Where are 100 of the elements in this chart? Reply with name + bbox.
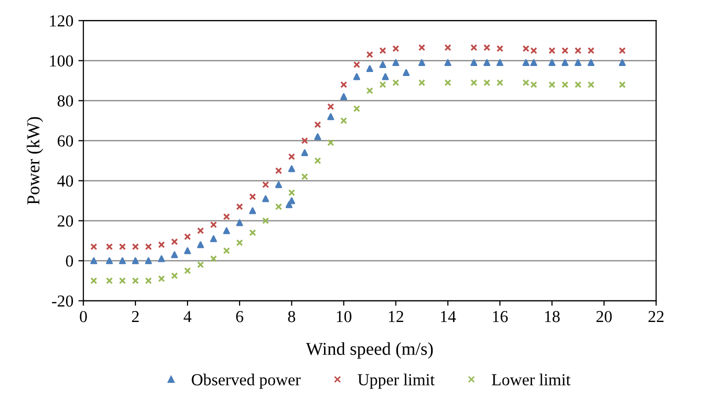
point (483, 44, 490, 52)
point (327, 103, 334, 110)
point (562, 59, 568, 66)
point (548, 47, 556, 54)
point (562, 81, 568, 88)
point (249, 229, 256, 236)
x-tick-label: 20 (596, 310, 612, 322)
point (249, 193, 256, 200)
point (314, 157, 322, 164)
point (132, 243, 139, 250)
point (470, 44, 478, 52)
point (548, 59, 556, 66)
y-tick-label: 20 (58, 215, 74, 227)
y-tick-label: 0 (66, 255, 74, 267)
point (470, 79, 478, 86)
point (262, 217, 270, 224)
y-axis-title: Power (kW) (26, 117, 44, 205)
point (444, 59, 452, 66)
point (210, 255, 217, 262)
point (197, 261, 204, 268)
point (588, 47, 594, 54)
point (249, 207, 256, 214)
point (496, 45, 504, 52)
point (496, 59, 504, 66)
point (223, 227, 230, 234)
legend-label: Observed power (192, 374, 301, 389)
point (418, 79, 426, 86)
point (483, 79, 490, 86)
point (106, 243, 113, 250)
legend-label: Lower limit (492, 374, 570, 386)
point (184, 247, 191, 254)
point (574, 81, 582, 88)
point (223, 247, 230, 254)
point (223, 213, 230, 220)
point (562, 47, 568, 54)
point (588, 81, 594, 88)
point (197, 241, 204, 248)
point (275, 167, 282, 174)
point (618, 47, 626, 54)
point (301, 173, 308, 180)
point (470, 59, 478, 66)
point (106, 257, 113, 264)
point (288, 189, 296, 196)
point (171, 272, 178, 280)
x-tick-label: 2 (132, 311, 139, 322)
x-tick-label: 6 (236, 311, 244, 322)
point (90, 243, 98, 250)
point (288, 153, 296, 160)
point (340, 117, 348, 124)
point (236, 219, 244, 226)
point (483, 59, 490, 66)
point (392, 45, 400, 52)
y-tick-label: 100 (50, 55, 74, 67)
point (314, 121, 322, 128)
point (574, 47, 582, 54)
point (314, 133, 322, 140)
point (379, 81, 386, 88)
point (145, 277, 152, 284)
y-tick-label: 60 (58, 135, 74, 147)
legend-label: Upper limit (358, 374, 435, 389)
point (210, 221, 217, 228)
point (288, 197, 296, 204)
point (301, 149, 308, 156)
point (327, 139, 334, 146)
point (618, 59, 626, 66)
x-tick-label: 10 (336, 310, 352, 322)
point (132, 277, 139, 284)
point (418, 59, 426, 66)
x-tick-label: 4 (184, 311, 192, 322)
point (262, 195, 270, 202)
point (118, 243, 126, 250)
x-tick-label: 16 (493, 311, 508, 322)
point (353, 105, 360, 112)
point (275, 181, 282, 188)
point (145, 243, 152, 250)
point (382, 73, 389, 80)
point (444, 44, 452, 52)
point (548, 81, 556, 88)
y-tick-label: 40 (57, 175, 74, 187)
point (184, 233, 191, 240)
x-tick-label: 8 (288, 310, 296, 322)
x-tick-label: 18 (545, 310, 560, 322)
point (171, 251, 178, 258)
point (340, 81, 348, 88)
point (158, 255, 165, 262)
x-tick-label: 12 (388, 311, 404, 322)
point (288, 165, 296, 172)
point (90, 277, 98, 284)
point (118, 257, 126, 264)
point (366, 65, 374, 72)
point (132, 257, 139, 264)
point (197, 227, 204, 234)
point (530, 59, 538, 66)
point (327, 113, 334, 120)
point (158, 241, 165, 248)
point (379, 47, 386, 54)
x-axis-title: Wind speed (m/s) (306, 342, 433, 359)
point (90, 257, 98, 264)
x-tick-label: 14 (440, 311, 456, 322)
point (340, 93, 348, 100)
